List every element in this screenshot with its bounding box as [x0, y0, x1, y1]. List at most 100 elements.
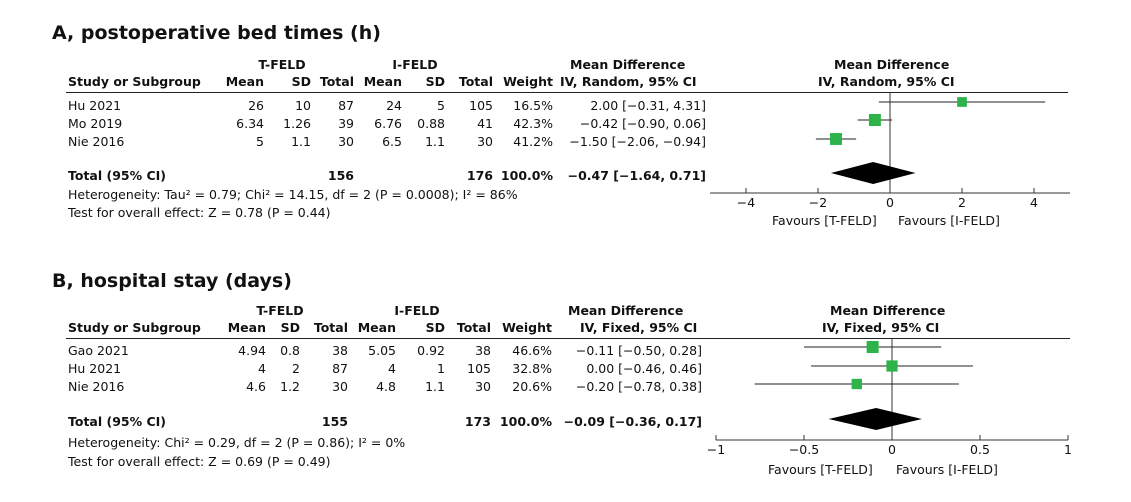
ci-text: −0.20 [−0.78, 0.38] — [575, 379, 702, 394]
panel-a-col-total2: Total — [458, 74, 493, 89]
study-name: Hu 2021 — [68, 98, 122, 113]
panel-b-title: B, hospital stay (days) — [52, 270, 292, 292]
panel-b-overall-effect: Test for overall effect: Z = 0.69 (P = 0… — [68, 454, 331, 469]
x-tick-label: −1 — [707, 442, 725, 457]
ci-text: 0.00 [−0.46, 0.46] — [586, 361, 702, 376]
mean2: 6.76 — [374, 116, 402, 131]
panel-a-favours-left: Favours [T-FELD] — [772, 213, 877, 228]
study-name: Hu 2021 — [68, 361, 122, 376]
mean2: 5.05 — [368, 343, 396, 358]
sd2: 1.1 — [425, 134, 445, 149]
panel-b-col-study: Study or Subgroup — [68, 320, 201, 335]
sd1: 1.2 — [280, 379, 300, 394]
total-label: Total (95% CI) — [68, 168, 167, 183]
x-tick-label: −2 — [809, 195, 827, 210]
panel-a-header-rule — [66, 92, 1068, 93]
mean2: 4.8 — [376, 379, 396, 394]
sd2: 5 — [437, 98, 445, 113]
n2: 30 — [477, 134, 493, 149]
panel-b-favours-right: Favours [I-FELD] — [896, 462, 998, 477]
panel-a-col-mean2: Mean — [363, 74, 402, 89]
x-tick-label: 0 — [886, 195, 894, 210]
effect-square — [886, 360, 898, 372]
panel-b-col-ci: IV, Fixed, 95% CI — [580, 320, 698, 335]
sd2: 0.92 — [417, 343, 445, 358]
sd1: 1.1 — [291, 134, 311, 149]
mean1: 4.6 — [246, 379, 266, 394]
panel-b-col-total1: Total — [313, 320, 348, 335]
x-tick-label: −4 — [737, 195, 755, 210]
panel-a-col-total1: Total — [319, 74, 354, 89]
total-n2: 173 — [464, 414, 491, 429]
panel-a-effect-header: Mean Difference — [570, 57, 686, 72]
panel-b-col-mean1: Mean — [227, 320, 266, 335]
n2: 30 — [475, 379, 491, 394]
n1: 30 — [332, 379, 348, 394]
effect-square — [957, 97, 967, 107]
n2: 105 — [469, 98, 493, 113]
n2: 105 — [467, 361, 491, 376]
n1: 30 — [338, 134, 354, 149]
panel-b-col-weight: Weight — [502, 320, 552, 335]
mean1: 26 — [248, 98, 264, 113]
sd1: 0.8 — [280, 343, 300, 358]
total-ci-text: −0.09 [−0.36, 0.17] — [563, 414, 702, 429]
panel-a-col-sd2: SD — [425, 74, 445, 89]
n1: 87 — [332, 361, 348, 376]
ci-text: −0.11 [−0.50, 0.28] — [575, 343, 702, 358]
panel-b-col-sd1: SD — [280, 320, 300, 335]
panel-a-col-mean1: Mean — [225, 74, 264, 89]
panel-b-col-sd2: SD — [425, 320, 445, 335]
weight: 46.6% — [512, 343, 552, 358]
panel-a-group2-header: I-FELD — [392, 57, 438, 72]
study-name: Gao 2021 — [68, 343, 129, 358]
x-tick-label: 4 — [1030, 195, 1038, 210]
study-name: Nie 2016 — [68, 379, 125, 394]
panel-a-plot-header: Mean Difference — [834, 57, 950, 72]
n1: 38 — [332, 343, 348, 358]
panel-a-col-ci: IV, Random, 95% CI — [560, 74, 697, 89]
total-weight: 100.0% — [500, 168, 553, 183]
study-name: Nie 2016 — [68, 134, 125, 149]
n1: 39 — [338, 116, 354, 131]
panel-a-col-study: Study or Subgroup — [68, 74, 201, 89]
panel-b-plot-subheader: IV, Fixed, 95% CI — [822, 320, 940, 335]
panel-a-col-sd1: SD — [291, 74, 311, 89]
total-ci-text: −0.47 [−1.64, 0.71] — [567, 168, 706, 183]
total-n1: 156 — [327, 168, 354, 183]
panel-b-effect-header: Mean Difference — [568, 303, 684, 318]
sd1: 2 — [292, 361, 300, 376]
total-n2: 176 — [466, 168, 493, 183]
total-label: Total (95% CI) — [68, 414, 167, 429]
mean1: 5 — [256, 134, 264, 149]
mean1: 4.94 — [238, 343, 266, 358]
sd2: 0.88 — [417, 116, 445, 131]
total-n1: 155 — [321, 414, 348, 429]
panel-a-overall-effect: Test for overall effect: Z = 0.78 (P = 0… — [68, 205, 331, 220]
weight: 42.3% — [513, 116, 553, 131]
panel-b-group2-header: I-FELD — [394, 303, 440, 318]
panel-a-heterogeneity: Heterogeneity: Tau² = 0.79; Chi² = 14.15… — [68, 187, 518, 202]
panel-a-col-weight: Weight — [503, 74, 553, 89]
panel-a-plot-subheader: IV, Random, 95% CI — [818, 74, 955, 89]
pooled-diamond — [830, 162, 916, 184]
x-tick-label: 2 — [958, 195, 966, 210]
ci-text: −1.50 [−2.06, −0.94] — [569, 134, 706, 149]
sd1: 1.26 — [283, 116, 311, 131]
panel-b-plot-header: Mean Difference — [830, 303, 946, 318]
panel-b-header-rule — [66, 338, 1070, 339]
total-weight: 100.0% — [499, 414, 552, 429]
mean2: 24 — [386, 98, 402, 113]
x-tick-label: 0.5 — [970, 442, 990, 457]
sd2: 1.1 — [425, 379, 445, 394]
panel-b-heterogeneity: Heterogeneity: Chi² = 0.29, df = 2 (P = … — [68, 435, 406, 450]
x-tick-label: −0.5 — [789, 442, 819, 457]
study-name: Mo 2019 — [68, 116, 123, 131]
x-tick-label: 0 — [888, 442, 896, 457]
ci-text: 2.00 [−0.31, 4.31] — [590, 98, 706, 113]
panel-a-favours-right: Favours [I-FELD] — [898, 213, 1000, 228]
x-tick-label: 1 — [1064, 442, 1072, 457]
n2: 41 — [477, 116, 493, 131]
